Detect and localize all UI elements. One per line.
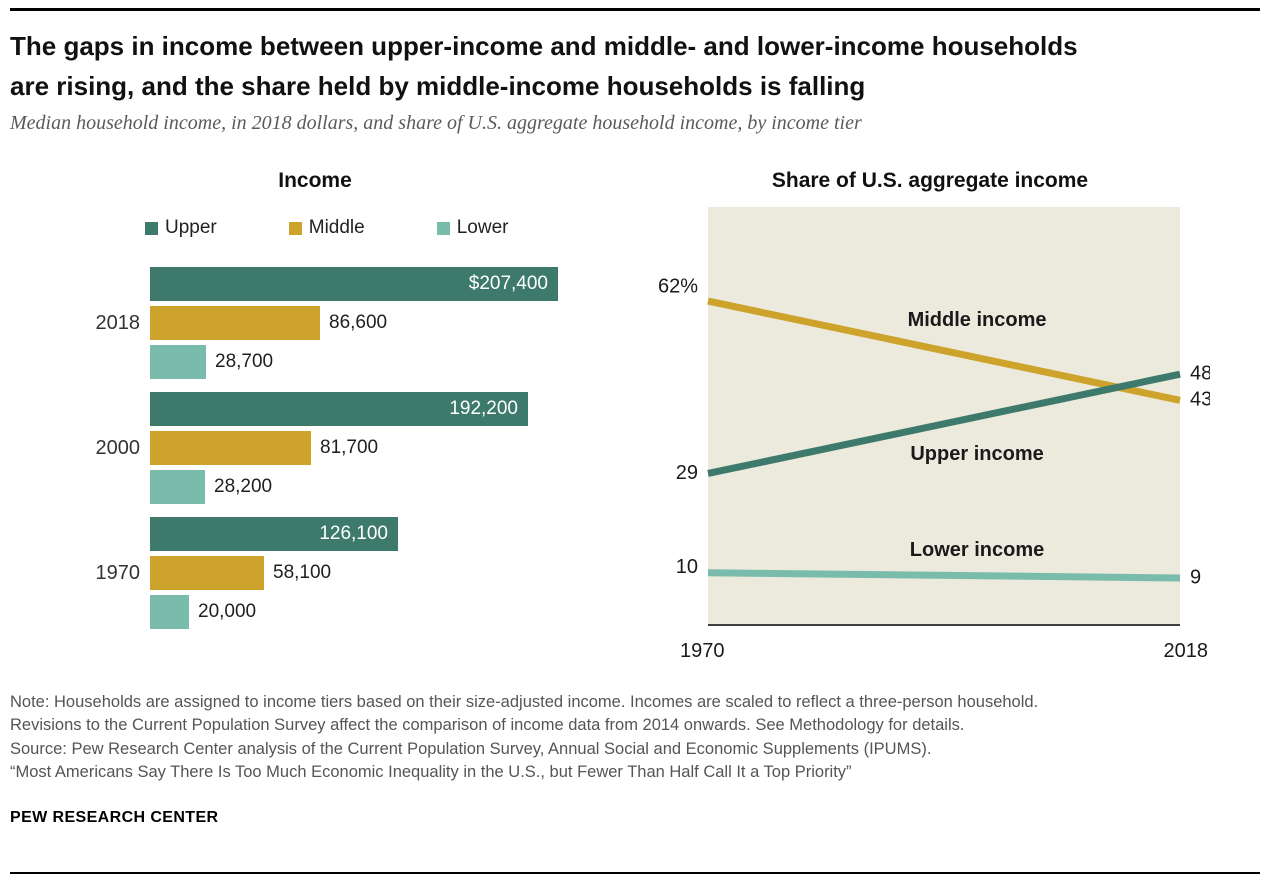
year-label: 1970 [95,561,141,584]
lower-income-series-label: Lower income [910,539,1044,561]
legend-label: Upper [165,217,217,239]
legend-swatch-middle [288,221,302,235]
bar-value-label: 28,200 [214,476,273,498]
legend-item-lower: Lower [436,217,509,239]
upper-end-value-label: 48 [1190,363,1210,385]
bar-chart-title: Income [278,169,352,193]
bar-value-label: 81,700 [320,437,379,459]
note-line: Note: Households are assigned to income … [10,693,1039,712]
lower-end-value-label: 9 [1190,566,1201,588]
bar-chart-legend: Upper Middle Lower [145,217,625,239]
bar-rows: 192,200 81,700 28,200 [150,392,625,505]
bar-value-label: $207,400 [468,273,548,295]
bar-row-middle: 86,600 [150,306,625,341]
middle-income-line [707,297,1181,404]
bar-row-upper: 126,100 [150,517,625,552]
bar-value-label: 192,200 [449,398,518,420]
bar-value-label: 20,000 [198,601,257,623]
legend-label: Lower [456,217,509,239]
bar-value-label: 126,100 [319,523,388,545]
lower-income-bar [150,595,189,630]
income-bar-chart-panel: Income Upper Middle Lower 2018 $207,400 86,6… [10,169,625,669]
note-line: Source: Pew Research Center analysis of … [10,739,932,758]
page-title: The gaps in income between upper-income … [10,31,1078,101]
legend-item-middle: Middle [288,217,365,239]
bar-group-1970: 1970 126,100 58,100 20,000 [10,517,625,630]
lower-start-value-label: 10 [676,556,698,578]
bar-rows: $207,400 86,600 28,700 [150,267,625,380]
notes-block: Note: Households are assigned to income … [10,691,1260,785]
middle-income-series-label: Middle income [908,309,1047,331]
x-tick-1970: 1970 [680,640,725,662]
legend-label: Middle [308,217,365,239]
top-divider [10,8,1260,11]
bar-row-lower: 20,000 [150,595,625,630]
share-line-chart-panel: Share of U.S. aggregate income 62% 43 29 48… [650,169,1230,669]
bar-row-middle: 81,700 [150,431,625,466]
middle-income-bar [150,556,264,591]
bottom-divider [10,872,1260,874]
bar-group-2018: 2018 $207,400 86,600 28,700 [10,267,625,380]
lower-income-bar [150,345,206,380]
x-tick-2018: 2018 [1164,640,1209,662]
middle-income-bar [150,306,320,341]
line-chart-svg: 62% 43 29 48 10 9 Middle income Upper income Low… [658,207,1210,662]
bar-value-label: 28,700 [215,351,274,373]
bar-rows: 126,100 58,100 20,000 [150,517,625,630]
legend-swatch-upper [145,221,158,235]
middle-start-value-label: 62% [658,275,698,297]
bar-row-middle: 58,100 [150,556,625,591]
year-label: 2000 [95,436,141,459]
legend-swatch-lower [436,221,450,235]
bar-row-upper: $207,400 [150,267,625,302]
year-label: 2018 [95,311,141,334]
lower-income-line [707,569,1181,582]
bar-value-label: 58,100 [273,562,332,584]
upper-income-bar: $207,400 [150,267,558,302]
charts-row: Income Upper Middle Lower 2018 $207,400 86,6… [10,169,1260,669]
upper-income-series-label: Upper income [910,443,1043,465]
bar-row-upper: 192,200 [150,392,625,427]
legend-item-upper: Upper [145,217,217,239]
upper-income-bar: 126,100 [150,517,398,552]
bar-chart-plot: 2018 $207,400 86,600 28,700 2000 192,200 81,70… [10,267,625,630]
page-subtitle: Median household income, in 2018 dollars… [10,112,862,135]
plot-background [708,207,1180,626]
bar-value-label: 86,600 [329,312,388,334]
brand-footer: PEW RESEARCH CENTER [10,808,219,826]
middle-income-bar [150,431,311,466]
upper-income-bar: 192,200 [150,392,528,427]
note-line: Revisions to the Current Population Surv… [10,716,965,735]
bar-row-lower: 28,200 [150,470,625,505]
note-line: “Most Americans Say There Is Too Much Ec… [10,763,852,782]
bar-group-2000: 2000 192,200 81,700 28,200 [10,392,625,505]
middle-end-value-label: 43 [1190,389,1210,411]
upper-income-line [707,370,1181,477]
bar-row-lower: 28,700 [150,345,625,380]
upper-start-value-label: 29 [676,462,698,484]
lower-income-bar [150,470,205,505]
line-chart-title: Share of U.S. aggregate income [771,169,1089,193]
